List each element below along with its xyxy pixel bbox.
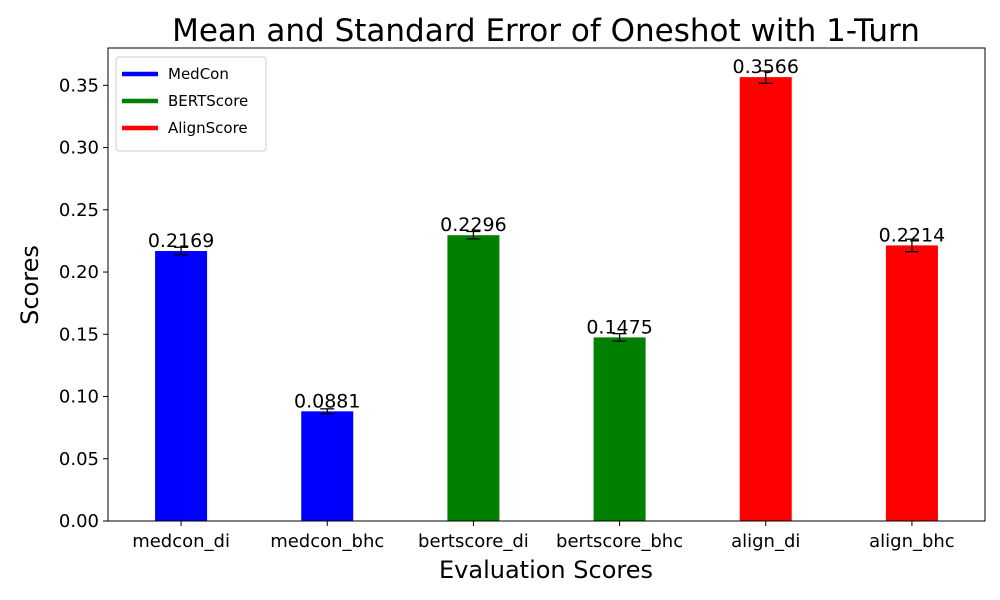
- x-tick-label-bertscore_bhc: bertscore_bhc: [556, 531, 683, 552]
- y-tick-label-2: 0.10: [59, 387, 99, 408]
- value-label-align_di: 0.3566: [733, 56, 799, 78]
- x-tick-label-medcon_di: medcon_di: [132, 531, 230, 552]
- x-tick-label-medcon_bhc: medcon_bhc: [270, 531, 384, 552]
- plot-area: 0.2169 medcon_di 0.0881 medcon_bhc 0.2296 ber…: [59, 47, 986, 552]
- error-bar-bertscore_bhc: [612, 333, 627, 342]
- error-bar-bertscore_di: [466, 230, 481, 240]
- error-bar-align_di: [758, 70, 773, 85]
- x-tick-label-align_di: align_di: [731, 531, 800, 552]
- y-tick-label-7: 0.35: [59, 75, 99, 96]
- x-tick-label-bertscore_di: bertscore_di: [418, 531, 529, 552]
- value-label-medcon_di: 0.2169: [148, 230, 214, 252]
- axes-frame: [107, 47, 986, 522]
- y-tick-label-0: 0.00: [59, 511, 99, 532]
- bar-bertscore_di: [447, 235, 500, 521]
- chart-title: Mean and Standard Error of Oneshot with …: [172, 13, 920, 49]
- bar-medcon_di: [155, 251, 208, 521]
- y-tick-label-1: 0.05: [59, 449, 99, 470]
- bar-align_bhc: [885, 245, 938, 521]
- value-label-medcon_bhc: 0.0881: [294, 390, 360, 412]
- bar-align_di: [739, 77, 792, 522]
- legend: MedCon BERTScore AlignScore: [115, 56, 267, 152]
- value-label-align_bhc: 0.2214: [879, 224, 945, 246]
- x-tick-label-align_bhc: align_bhc: [869, 531, 955, 552]
- legend-label-0: MedCon: [168, 65, 229, 83]
- error-bar-medcon_di: [174, 246, 189, 256]
- legend-label-1: BERTScore: [168, 92, 248, 110]
- y-tick-label-5: 0.25: [59, 200, 99, 221]
- legend-label-2: AlignScore: [168, 119, 248, 137]
- y-tick-label-6: 0.30: [59, 138, 99, 159]
- error-bar-medcon_bhc: [320, 408, 335, 415]
- y-axis-title: Scores: [16, 245, 44, 325]
- y-tick-label-3: 0.15: [59, 324, 99, 345]
- x-axis-title: Evaluation Scores: [439, 556, 653, 584]
- y-tick-label-4: 0.20: [59, 262, 99, 283]
- error-bar-align_bhc: [904, 238, 919, 253]
- bar-medcon_bhc: [301, 411, 354, 521]
- value-label-bertscore_di: 0.2296: [440, 214, 506, 236]
- value-label-bertscore_bhc: 0.1475: [586, 316, 652, 338]
- bar-bertscore_bhc: [593, 337, 646, 521]
